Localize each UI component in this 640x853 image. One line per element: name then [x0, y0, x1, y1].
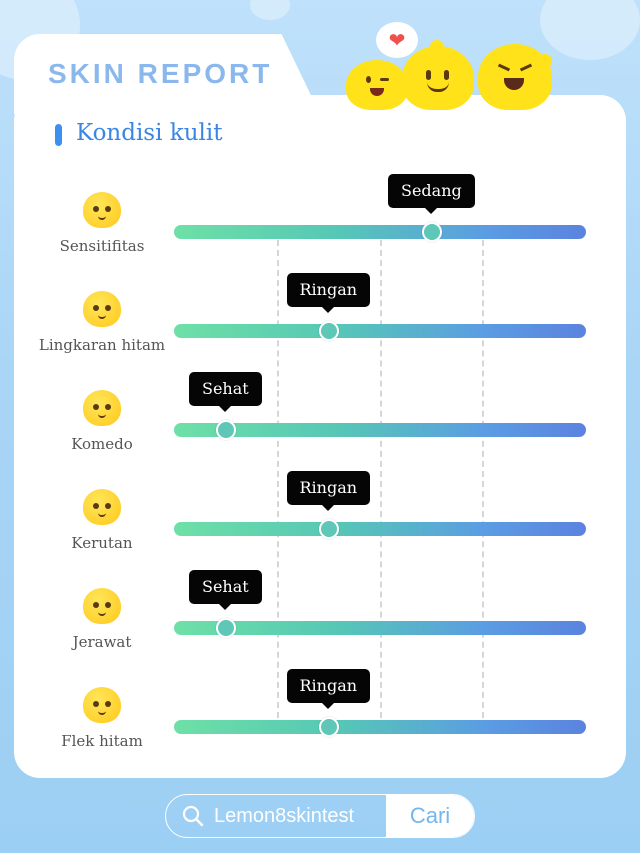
search-bar[interactable]: Lemon8skintest Cari: [165, 794, 475, 838]
level-divider: [482, 240, 484, 718]
skin-condition-row: Jerawat Sehat: [0, 570, 640, 662]
search-icon: [182, 805, 204, 827]
skin-condition-row: Lingkaran hitam Ringan: [0, 273, 640, 365]
search-button[interactable]: Cari: [386, 795, 474, 837]
row-label: Jerawat: [72, 633, 132, 651]
lemon-mascot-icon: [478, 44, 552, 110]
squinting-face-icon: [83, 687, 121, 723]
row-label: Lingkaran hitam: [38, 336, 166, 354]
row-label: Flek hitam: [61, 732, 143, 750]
surprised-face-icon: [83, 588, 121, 624]
level-tooltip: Ringan: [286, 471, 371, 511]
level-slider-thumb: [318, 717, 339, 737]
row-label: Kerutan: [71, 534, 133, 552]
level-tooltip: Sehat: [189, 372, 262, 412]
page-title: SKIN REPORT: [48, 58, 273, 89]
background-bubble: [250, 0, 290, 20]
level-slider-track: [174, 621, 586, 635]
search-input[interactable]: Lemon8skintest: [214, 804, 355, 827]
level-slider-track: [174, 423, 586, 437]
level-tooltip: Sehat: [189, 570, 262, 610]
level-slider-track: [174, 720, 586, 734]
lemon-mascots: [340, 20, 580, 110]
row-label: Sensitifitas: [59, 237, 145, 255]
level-slider-thumb: [215, 420, 236, 440]
section-title: Kondisi kulit: [76, 120, 223, 146]
level-slider-track: [174, 225, 586, 239]
kissing-face-icon: [83, 192, 121, 228]
level-tooltip: Sedang: [388, 174, 475, 214]
level-slider-thumb: [421, 222, 442, 242]
level-slider-track: [174, 324, 586, 338]
lemon-mascot-icon: [346, 60, 408, 110]
frowning-face-icon: [83, 489, 121, 525]
tired-face-icon: [83, 291, 121, 327]
row-label: Komedo: [71, 435, 133, 453]
section-accent-bar: [55, 124, 62, 146]
skin-condition-row: Kerutan Ringan: [0, 471, 640, 563]
skin-condition-row: Komedo Sehat: [0, 372, 640, 464]
lemon-mascot-icon: [402, 40, 474, 110]
level-slider-thumb: [318, 321, 339, 341]
level-tooltip: Ringan: [286, 669, 371, 709]
level-tooltip: Ringan: [286, 273, 371, 313]
level-divider: [380, 240, 382, 718]
skin-condition-row: Flek hitam Ringan: [0, 669, 640, 761]
heart-icon: ❤: [376, 22, 418, 58]
level-slider-thumb: [215, 618, 236, 638]
level-slider-track: [174, 522, 586, 536]
hand-over-mouth-face-icon: [83, 390, 121, 426]
level-slider-thumb: [318, 519, 339, 539]
skin-condition-row: Sensitifitas Sedang: [0, 174, 640, 266]
level-divider: [277, 240, 279, 718]
